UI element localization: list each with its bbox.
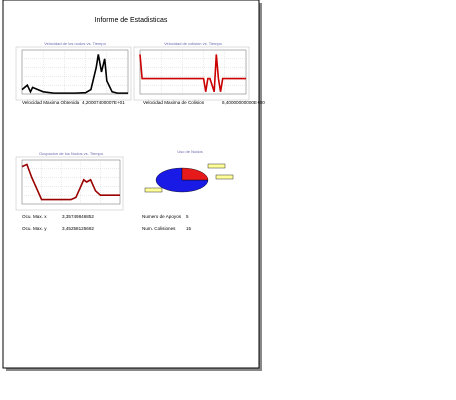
field-value: 5 <box>186 214 189 219</box>
field-value: 6,40000000000E+00 <box>222 100 265 105</box>
pie-label-box <box>207 163 226 169</box>
chart-title: Velocidad de colision vs. Tiempo <box>164 41 223 46</box>
field-label: Ocu. Max. x <box>22 214 47 219</box>
report-title: Informe de Estadisticas <box>95 17 168 24</box>
data-line <box>21 163 120 201</box>
pie-slice <box>155 167 209 193</box>
field-value: 3,35749846852 <box>62 214 94 219</box>
field-value: 3,45258125662 <box>62 226 94 231</box>
field-label: Numero de Apoyos <box>142 214 182 219</box>
chart-title: Velocidad de los nodos vs. Tiempo <box>44 41 106 46</box>
pie-label-box <box>215 174 234 180</box>
data-line <box>139 54 246 93</box>
pie-label-box <box>144 187 163 193</box>
plot-area <box>21 159 121 205</box>
field-value: 4,20007400007E+01 <box>82 100 125 105</box>
pie-slice <box>181 167 209 181</box>
plot-area <box>139 49 247 95</box>
field-label: Velocidad Maxima de Colision <box>143 100 205 105</box>
field-label: Velocidad Maxima Obtenida <box>22 100 80 105</box>
plot-area <box>21 49 129 95</box>
chart-title: Ocupacion de los Nodos vs. Tiempo <box>39 151 104 156</box>
field-label: Ocu. Max. y <box>22 226 47 231</box>
field-label: Num. Colisiones <box>142 226 176 231</box>
chart-title: Uso de Nodos <box>177 149 202 154</box>
field-value: 15 <box>186 226 192 231</box>
data-line <box>21 54 128 94</box>
